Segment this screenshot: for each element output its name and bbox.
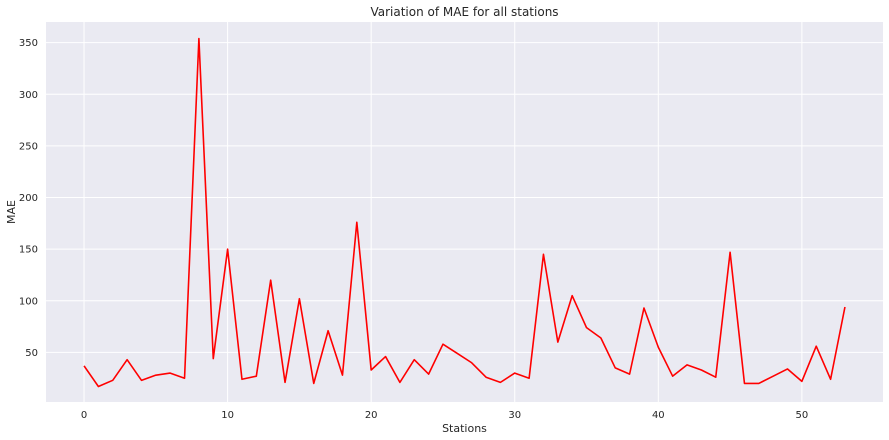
y-tick-label: 100 bbox=[19, 296, 38, 307]
x-tick-labels: 0 10 20 30 40 50 bbox=[81, 410, 808, 421]
chart-title: Variation of MAE for all stations bbox=[370, 5, 558, 19]
series-layer bbox=[83, 37, 846, 388]
y-tick-label: 250 bbox=[19, 141, 38, 152]
x-tick-label: 0 bbox=[81, 410, 87, 421]
x-tick-label: 30 bbox=[508, 410, 521, 421]
plot-background bbox=[46, 22, 883, 402]
series-line bbox=[83, 37, 846, 388]
x-tick-label: 20 bbox=[365, 410, 378, 421]
y-tick-label: 150 bbox=[19, 245, 38, 256]
x-gridlines bbox=[83, 22, 803, 402]
x-tick-label: 10 bbox=[221, 410, 234, 421]
y-tick-label: 50 bbox=[25, 348, 38, 359]
x-tick-label: 50 bbox=[796, 410, 809, 421]
y-tick-labels: 50 100 150 200 250 300 350 bbox=[19, 38, 38, 359]
x-tick-label: 40 bbox=[652, 410, 665, 421]
y-axis-title: MAE bbox=[5, 200, 18, 224]
y-tick-label: 200 bbox=[19, 193, 38, 204]
y-tick-label: 350 bbox=[19, 38, 38, 49]
y-tick-label: 300 bbox=[19, 90, 38, 101]
x-axis-title: Stations bbox=[442, 422, 487, 435]
y-gridlines bbox=[46, 42, 883, 353]
